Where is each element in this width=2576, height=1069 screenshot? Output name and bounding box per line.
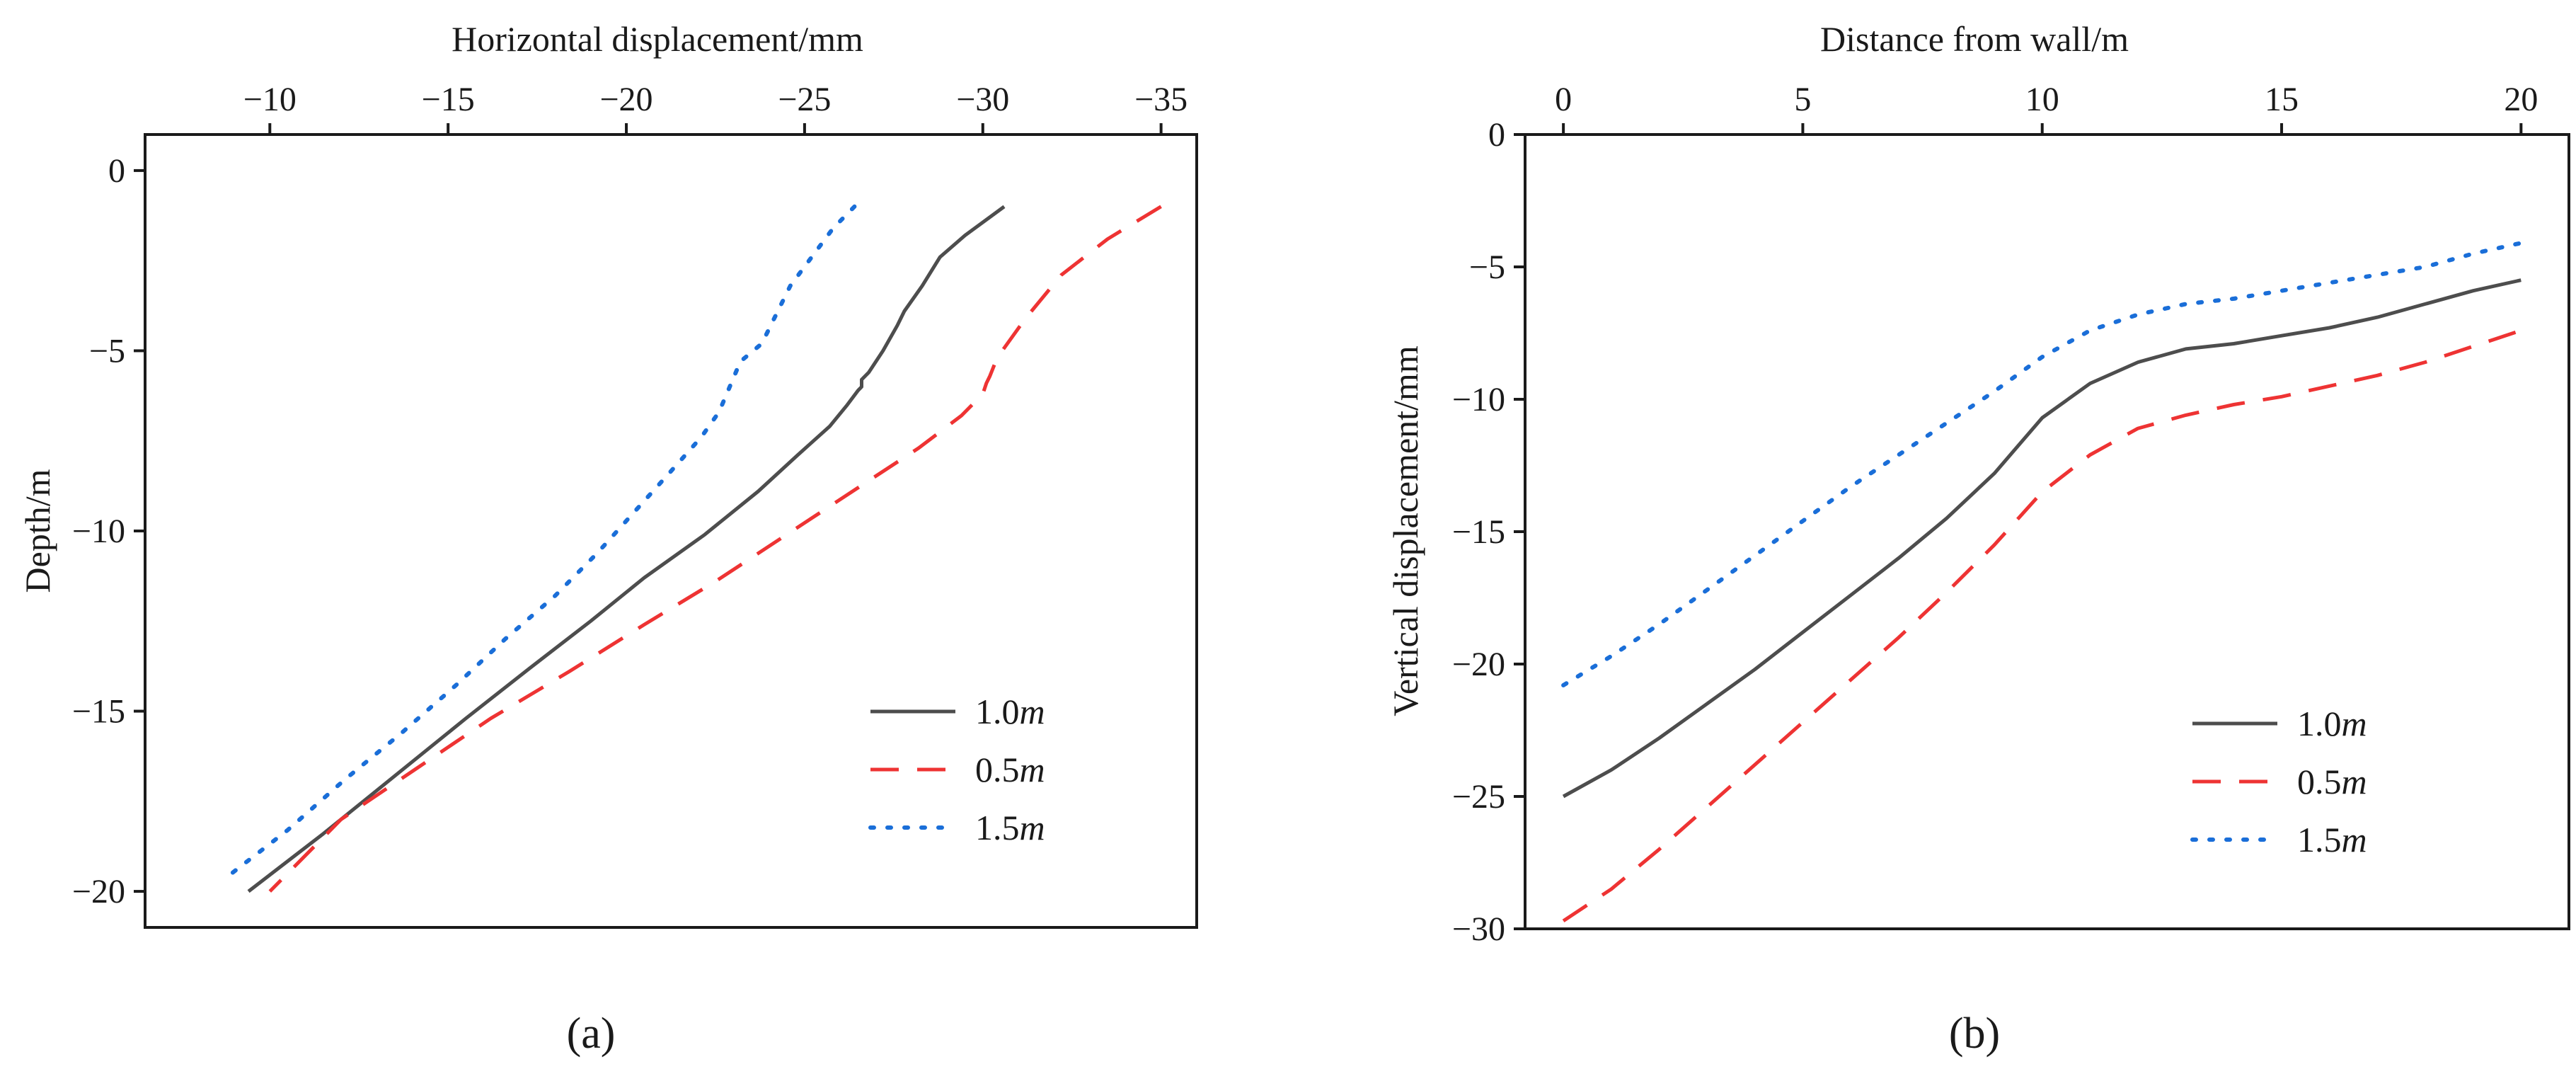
x-tick-label: 5 bbox=[1794, 81, 1811, 118]
x-tick-label: 15 bbox=[2265, 81, 2299, 118]
legend-unit: m bbox=[2342, 762, 2367, 801]
panel-b-legend: 1.0m0.5m1.5m bbox=[2190, 704, 2367, 859]
panel-a-y-ticks: 0 −5 −10 −15 −20 bbox=[72, 152, 145, 910]
legend-unit: m bbox=[1020, 692, 1045, 731]
panel-b-x-ticks: 0 5 10 15 20 bbox=[1555, 81, 2538, 135]
x-tick-label: −30 bbox=[956, 81, 1009, 118]
y-tick-label: −10 bbox=[1452, 381, 1505, 418]
y-tick-label: −20 bbox=[72, 873, 125, 910]
y-tick-label: −5 bbox=[89, 332, 125, 370]
y-tick-label: −15 bbox=[1452, 513, 1505, 551]
y-tick-label: −10 bbox=[72, 513, 125, 550]
legend-value: 1.5 bbox=[975, 808, 1020, 847]
series-line-dotted bbox=[1561, 241, 2524, 687]
y-tick-label: −25 bbox=[1452, 778, 1505, 816]
panel-b-plot-frame bbox=[1524, 133, 2570, 930]
x-tick-label: −10 bbox=[243, 81, 297, 118]
y-tick-label: −15 bbox=[72, 693, 125, 731]
legend-value: 1.5 bbox=[2297, 820, 2342, 859]
legend-label: 1.0m bbox=[975, 692, 1045, 731]
y-tick-label: −20 bbox=[1452, 646, 1505, 683]
panel-b-y-ticks: 0 −5 −10 −15 −20 −25 −30 bbox=[1452, 116, 1525, 948]
legend-label: 1.0m bbox=[2297, 704, 2367, 743]
legend-unit: m bbox=[1020, 808, 1045, 847]
panel-a-x-ticks: −10 −15 −20 −25 −30 −35 bbox=[243, 81, 1188, 135]
panel-a-y-axis-title: Depth/m bbox=[18, 469, 57, 593]
legend-value: 0.5 bbox=[975, 750, 1020, 789]
panel-b-x-axis-title: Distance from wall/m bbox=[1820, 19, 2129, 59]
panel-a-label: (a) bbox=[567, 1010, 616, 1058]
legend-value: 1.0 bbox=[975, 692, 1020, 731]
series-line-dotted bbox=[224, 204, 857, 879]
y-tick-label: −30 bbox=[1452, 910, 1505, 948]
series-line-solid bbox=[1562, 278, 2522, 799]
panel-a-x-axis-title: Horizontal displacement/mm bbox=[452, 19, 863, 59]
panel-a-series bbox=[224, 204, 1162, 893]
x-tick-label: −20 bbox=[599, 81, 652, 118]
series-line-dashed bbox=[1562, 328, 2522, 922]
panel-b-y-axis-title: Vertical displacement/mm bbox=[1386, 345, 1425, 716]
panel-b-label: (b) bbox=[1949, 1010, 2000, 1058]
legend-unit: m bbox=[2342, 704, 2367, 743]
x-tick-label: −15 bbox=[422, 81, 475, 118]
y-tick-label: −5 bbox=[1469, 248, 1505, 286]
legend-unit: m bbox=[1020, 750, 1045, 789]
x-tick-label: 0 bbox=[1555, 81, 1572, 118]
x-tick-label: 20 bbox=[2504, 81, 2538, 118]
legend-label: 1.5m bbox=[2297, 820, 2367, 859]
y-tick-label: 0 bbox=[1488, 116, 1505, 154]
legend-label: 0.5m bbox=[975, 750, 1045, 789]
series-line-dashed bbox=[268, 205, 1162, 893]
legend-unit: m bbox=[2342, 820, 2367, 859]
panel-b-series bbox=[1561, 241, 2524, 922]
legend-label: 1.5m bbox=[975, 808, 1045, 847]
legend-value: 0.5 bbox=[2297, 762, 2342, 801]
legend-label: 0.5m bbox=[2297, 762, 2367, 801]
x-tick-label: −35 bbox=[1134, 81, 1188, 118]
y-tick-label: 0 bbox=[108, 152, 125, 190]
series-line-solid bbox=[247, 205, 1006, 893]
panel-a-legend: 1.0m0.5m1.5m bbox=[868, 692, 1045, 847]
panel-b-chart: Distance from wall/m Vertical displaceme… bbox=[1386, 19, 2570, 1058]
panel-a-chart: Horizontal displacement/mm Depth/m (a) −… bbox=[18, 19, 1198, 1058]
x-tick-label: −25 bbox=[778, 81, 831, 118]
legend-value: 1.0 bbox=[2297, 704, 2342, 743]
x-tick-label: 10 bbox=[2025, 81, 2059, 118]
